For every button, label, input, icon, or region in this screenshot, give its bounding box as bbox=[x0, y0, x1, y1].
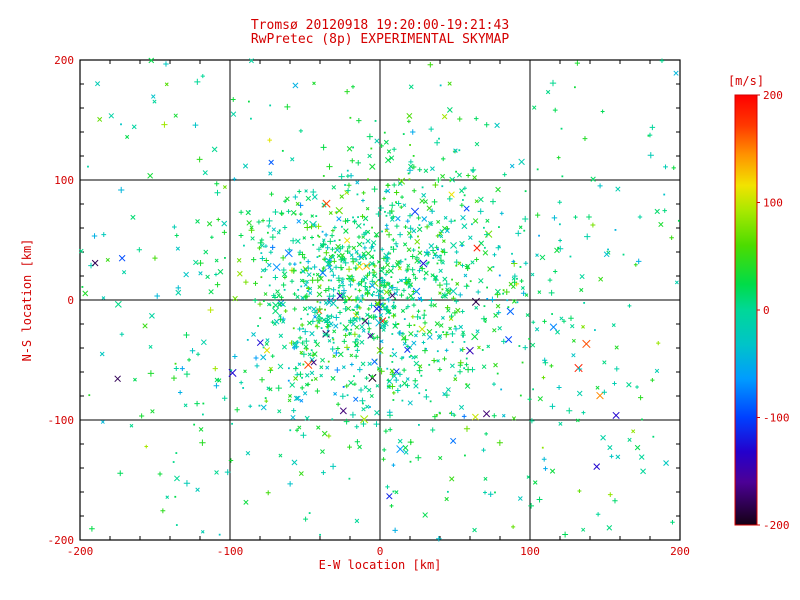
y-tick-label: -100 bbox=[48, 414, 75, 427]
y-tick-label: 200 bbox=[54, 54, 74, 67]
chart-title: Tromsø 20120918 19:20:00-19:21:43 bbox=[250, 18, 510, 33]
x-tick-label: -100 bbox=[217, 545, 244, 558]
scatter-points bbox=[78, 57, 680, 542]
y-tick-label: 0 bbox=[67, 294, 74, 307]
colorbar-label: [m/s] bbox=[728, 74, 764, 88]
chart-subtitle: RwPretec (8p) EXPERIMENTAL SKYMAP bbox=[250, 32, 510, 47]
plot-border bbox=[79, 59, 681, 541]
x-tick-label: 200 bbox=[670, 545, 690, 558]
x-tick-label: -200 bbox=[67, 545, 94, 558]
grid-lines bbox=[80, 60, 680, 540]
colorbar-tick-label: 0 bbox=[763, 304, 770, 317]
y-tick-label: 100 bbox=[54, 174, 74, 187]
x-axis-label: E-W location [km] bbox=[318, 558, 442, 572]
x-tick-label: 100 bbox=[520, 545, 540, 558]
colorbar-tick-label: 200 bbox=[763, 89, 783, 102]
colorbar-tick-label: -200 bbox=[763, 519, 790, 532]
colorbar-tick-label: -100 bbox=[763, 412, 790, 425]
x-tick-label: 0 bbox=[377, 545, 384, 558]
colorbar-tick-label: 100 bbox=[763, 197, 783, 210]
y-axis-label: N-S location [km] bbox=[20, 238, 34, 362]
colorbar-gradient bbox=[735, 95, 757, 525]
y-tick-label: -200 bbox=[48, 534, 75, 547]
